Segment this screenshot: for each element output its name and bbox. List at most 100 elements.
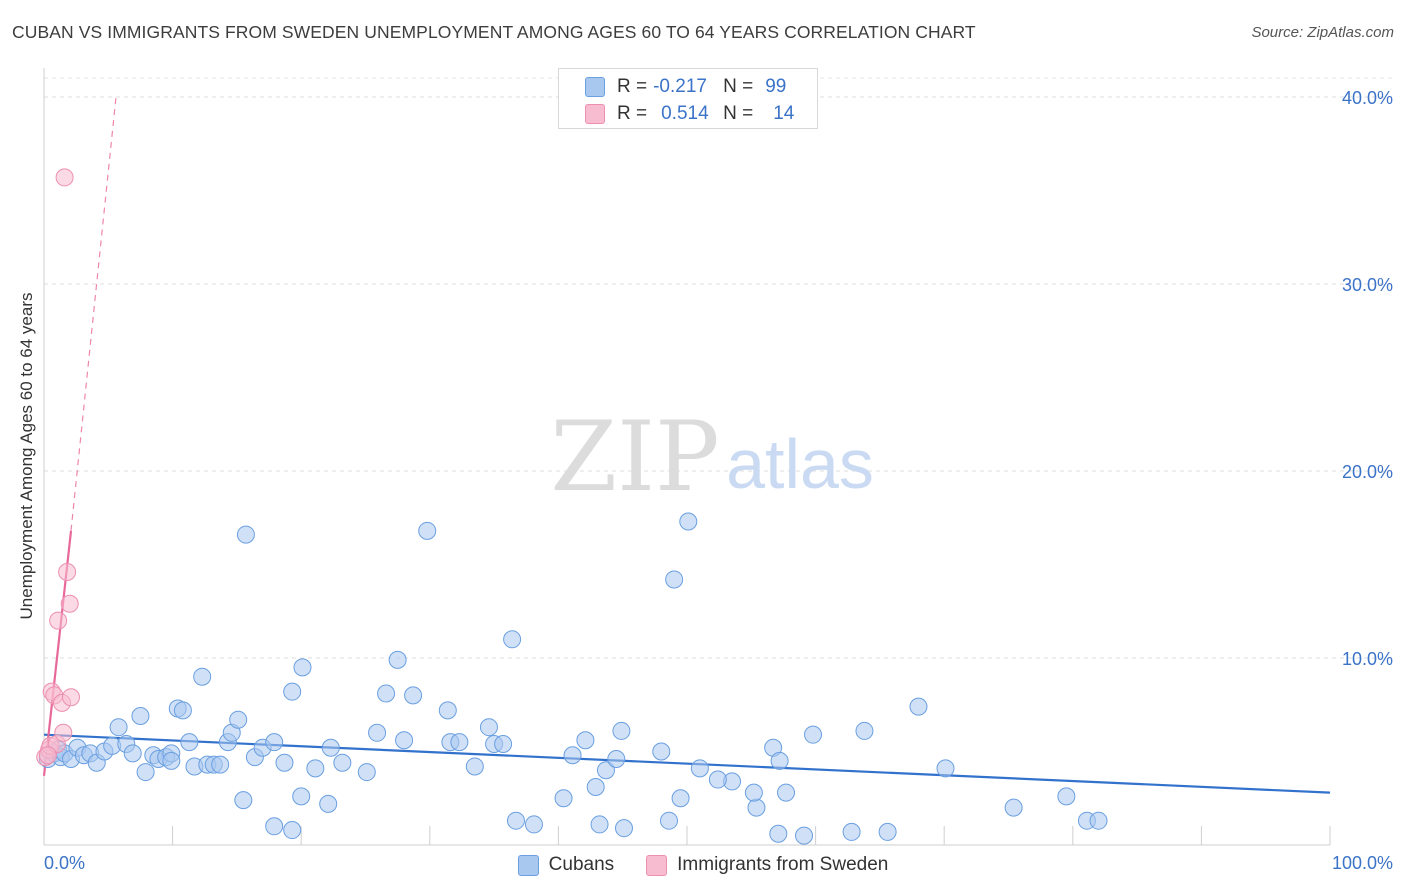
cubans-point <box>388 650 407 669</box>
cubans-point <box>690 759 709 778</box>
cubans-point <box>236 525 255 544</box>
legend-r-label: R = <box>617 103 648 124</box>
cubans-point <box>506 811 525 830</box>
cubans-point <box>614 819 633 838</box>
cubans-point <box>333 753 352 772</box>
cubans-point <box>395 731 414 750</box>
series-swatch-sweden <box>646 854 668 876</box>
cubans-point <box>283 682 302 701</box>
cubans-point <box>193 667 212 686</box>
cubans-point <box>136 763 155 782</box>
y-axis-label: Unemployment Among Ages 60 to 64 years <box>17 292 36 620</box>
cubans-point <box>576 731 595 750</box>
data-points <box>36 168 1108 845</box>
legend-n-value: 99 <box>765 76 787 97</box>
cubans-point <box>265 733 284 752</box>
x-tick-label-max: 100.0% <box>1332 853 1393 873</box>
cubans-point <box>234 791 253 810</box>
cubans-point <box>319 794 338 813</box>
cubans-point <box>563 746 582 765</box>
cubans-point <box>229 710 248 729</box>
legend-row-sweden: R = 0.514 N = 14 <box>585 102 794 126</box>
sweden-point <box>55 168 74 187</box>
cubans-point <box>770 751 789 770</box>
cubans-point <box>162 751 181 770</box>
cubans-point <box>292 787 311 806</box>
legend-n-value: 14 <box>773 103 795 124</box>
legend-r-value: -0.217 <box>653 76 707 97</box>
cubans-point <box>777 783 796 802</box>
cubans-point <box>404 686 423 705</box>
cubans-point <box>368 723 387 742</box>
chart-title: CUBAN VS IMMIGRANTS FROM SWEDEN UNEMPLOY… <box>12 22 976 42</box>
cubans-point <box>909 697 928 716</box>
cubans-point <box>842 822 861 841</box>
cubans-point <box>524 815 543 834</box>
series-swatch-cubans <box>517 854 539 876</box>
sweden-point <box>49 611 68 630</box>
correlation-legend: R = -0.217 N = 99 R = 0.514 N = 14 <box>558 68 818 129</box>
cubans-point <box>479 718 498 737</box>
cubans-point <box>744 783 763 802</box>
cubans-point <box>936 759 955 778</box>
legend-swatch-sweden <box>585 104 605 124</box>
cubans-point <box>607 749 626 768</box>
cubans-point <box>131 706 150 725</box>
cubans-point <box>418 521 437 540</box>
series-label-cubans: Cubans <box>548 854 615 875</box>
cubans-point <box>671 789 690 808</box>
cubans-point <box>293 658 312 677</box>
cubans-point <box>109 718 128 737</box>
sweden-point <box>58 562 77 581</box>
x-tick-label-min: 0.0% <box>44 853 85 873</box>
cubans-point <box>283 821 302 840</box>
series-label-sweden: Immigrants from Sweden <box>677 854 889 875</box>
legend-swatch-cubans <box>585 77 605 97</box>
cubans-point <box>708 770 727 789</box>
y-tick-label: 20.0% <box>1342 462 1393 482</box>
series-legend-cubans[interactable]: Cubans <box>517 854 615 876</box>
cubans-point <box>265 817 284 836</box>
cubans-point <box>465 757 484 776</box>
cubans-point <box>377 684 396 703</box>
cubans-point <box>590 815 609 834</box>
sweden-trend-extension <box>70 96 117 531</box>
cubans-point <box>554 789 573 808</box>
series-legend-sweden[interactable]: Immigrants from Sweden <box>646 854 888 876</box>
series-legend: Cubans Immigrants from Sweden <box>0 852 1406 878</box>
watermark-atlas: atlas <box>726 425 874 503</box>
source-credit: Source: ZipAtlas.com <box>1251 24 1394 41</box>
cubans-point <box>357 763 376 782</box>
cubans-point <box>123 744 142 763</box>
sweden-point <box>38 746 57 765</box>
legend-n-label: N = <box>723 103 754 124</box>
cubans-point <box>769 824 788 843</box>
cubans-point <box>494 735 513 754</box>
cubans-point <box>665 570 684 589</box>
y-tick-label: 40.0% <box>1342 88 1393 108</box>
cubans-point <box>450 733 469 752</box>
legend-n-label: N = <box>723 76 754 97</box>
cubans-point <box>586 778 605 797</box>
sweden-point <box>60 594 79 613</box>
legend-r-value: 0.514 <box>661 103 709 124</box>
series-cubans <box>38 512 1108 845</box>
cubans-point <box>275 753 294 772</box>
cubans-point <box>1004 798 1023 817</box>
cubans-point <box>321 738 340 757</box>
cubans-point <box>612 721 631 740</box>
legend-row-cubans: R = -0.217 N = 99 <box>585 75 786 99</box>
cubans-point <box>438 701 457 720</box>
cubans-point <box>211 755 230 774</box>
cubans-point <box>795 826 814 845</box>
cubans-point <box>878 822 897 841</box>
grid-lines <box>44 77 1392 659</box>
cubans-point <box>652 742 671 761</box>
y-tick-label: 30.0% <box>1342 275 1393 295</box>
cubans-point <box>173 701 192 720</box>
cubans-trend-line <box>43 733 1331 794</box>
tick-labels: 10.0% 20.0% 30.0% 40.0% 0.0% 100.0% <box>44 88 1393 873</box>
series-sweden <box>36 168 81 767</box>
cubans-point <box>180 733 199 752</box>
